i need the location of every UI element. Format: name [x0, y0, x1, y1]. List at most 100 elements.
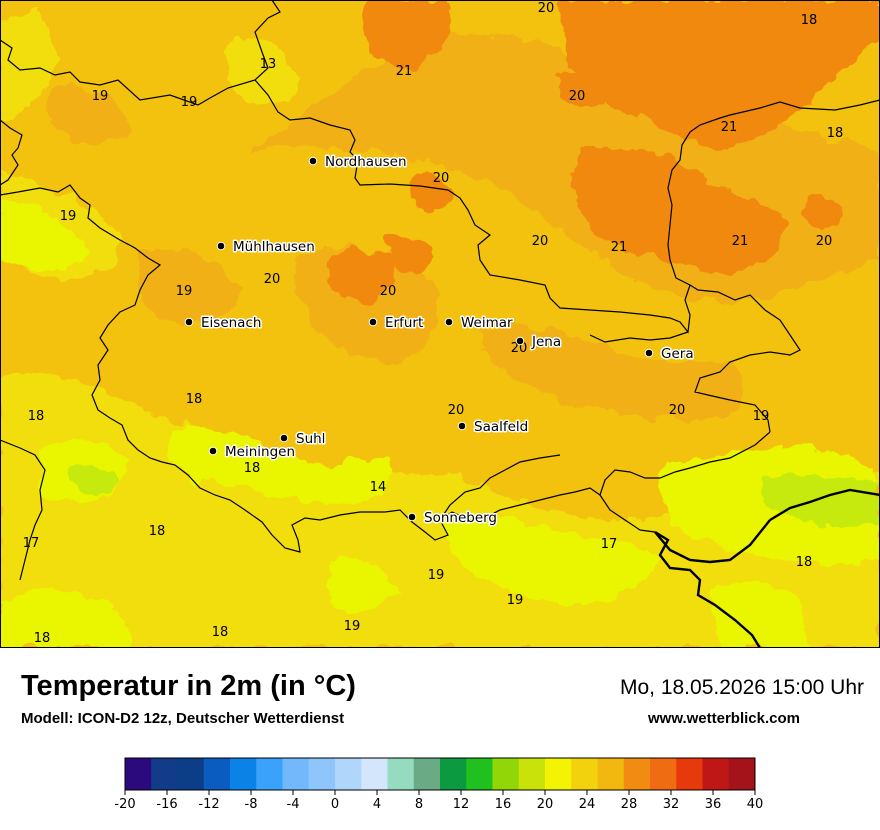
scale-tick-label: 40: [747, 797, 764, 812]
color-scale: -20 -16 -12 -8 -4 0 4 8 12 16 20 24 28 32 36 40: [114, 757, 763, 812]
temperature-value: 20: [264, 272, 281, 287]
city-dot: [515, 336, 525, 346]
temperature-value: 18: [212, 625, 229, 640]
color-swatch: [650, 758, 677, 790]
country-border-south: [654, 519, 771, 564]
city-label[interactable]: Gera: [660, 345, 696, 364]
city-dot: [457, 421, 467, 431]
color-swatch: [545, 758, 572, 790]
temperature-value: 20: [511, 341, 528, 356]
city-dot: [308, 156, 318, 166]
color-swatch: [256, 758, 283, 790]
city-label[interactable]: Saalfeld: [473, 418, 530, 437]
city-label[interactable]: Suhl: [295, 430, 327, 449]
scale-tick-label: -12: [198, 797, 219, 812]
city-dot: [444, 317, 454, 327]
color-swatch: [230, 758, 257, 790]
temperature-value: 18: [801, 13, 818, 28]
city-label[interactable]: Eisenach: [200, 314, 263, 333]
model-source: Modell: ICON-D2 12z, Deutscher Wetterdie…: [21, 710, 345, 727]
color-swatch: [387, 758, 415, 790]
scale-tick-label: 4: [373, 797, 381, 812]
temperature-value: 19: [181, 95, 198, 110]
temperature-value: 17: [601, 537, 618, 552]
scale-tick-label: 36: [705, 797, 722, 812]
temperature-value: 18: [34, 631, 51, 646]
city-label[interactable]: Mühlhausen: [232, 238, 317, 257]
borders: [0, 0, 880, 581]
color-swatch: [702, 758, 730, 790]
scale-tick-label: 0: [331, 797, 339, 812]
color-swatch: [413, 758, 441, 790]
temperature-value: 21: [396, 64, 413, 79]
website-link[interactable]: www.wetterblick.com: [648, 710, 800, 727]
scale-tick-label: 12: [453, 797, 470, 812]
color-swatch: [597, 758, 625, 790]
temperature-value: 18: [796, 555, 813, 570]
forecast-datetime: Mo, 18.05.2026 15:00 Uhr: [619, 676, 864, 699]
temperature-value: 20: [538, 1, 555, 16]
scale-tick-label: 20: [537, 797, 554, 812]
scale-tick-label: -4: [287, 797, 300, 812]
city-label[interactable]: Meiningen: [224, 443, 297, 462]
city-markers: Nordhausen Mühlhausen Eisenach Erfurt Weimar…: [184, 153, 696, 528]
color-swatch: [282, 758, 310, 790]
color-scale-frame: [124, 757, 756, 791]
city-dot: [368, 317, 378, 327]
temperature-value: 20: [569, 89, 586, 104]
temperature-value: 17: [23, 536, 40, 551]
temperature-value: 21: [611, 240, 628, 255]
city-label[interactable]: Sonneberg: [423, 509, 499, 528]
legend-footer: Temperatur in 2m (in °C) Modell: ICON-D2…: [0, 648, 880, 830]
city-label[interactable]: Weimar: [460, 314, 515, 333]
color-scale-ticks: -20 -16 -12 -8 -4 0 4 8 12 16 20 24 28 32 36 40: [114, 790, 763, 812]
scale-tick-label: -16: [156, 797, 177, 812]
country-border: [654, 530, 762, 648]
color-swatch: [361, 758, 388, 790]
scale-tick-label: -8: [245, 797, 258, 812]
color-swatch: [440, 758, 467, 790]
temperature-value: 21: [732, 234, 749, 249]
temperature-value: 13: [260, 57, 277, 72]
color-swatch: [676, 758, 703, 790]
scale-tick-label: 24: [579, 797, 596, 812]
map-title: Temperatur in 2m (in °C): [21, 670, 356, 702]
scale-tick-label: 16: [495, 797, 512, 812]
color-swatch: [177, 758, 205, 790]
temperature-value: 20: [669, 403, 686, 418]
scale-tick-label: 8: [415, 797, 423, 812]
temperature-value: 20: [532, 234, 549, 249]
temperature-map[interactable]: 20 18 13 21 19 19 20 21 18 20 19 20 21 21 20 20 19 20 20 18…: [0, 0, 880, 648]
temperature-value: 19: [507, 593, 524, 608]
temperature-value: 18: [149, 524, 166, 539]
temperature-value: 19: [344, 619, 361, 634]
city-label[interactable]: Nordhausen: [324, 153, 409, 172]
color-swatch: [466, 758, 493, 790]
temperature-labels: 20 18 13 21 19 19 20 21 18 20 19 20 21 21 20 20 19 20 20 18…: [23, 1, 844, 646]
temperature-value: 21: [721, 120, 738, 135]
scale-tick-label: -20: [114, 797, 135, 812]
color-swatch: [518, 758, 546, 790]
color-swatch: [571, 758, 598, 790]
temperature-value: 19: [60, 209, 77, 224]
temperature-value: 19: [753, 409, 770, 424]
color-swatch: [728, 758, 756, 790]
color-swatch: [335, 758, 362, 790]
temperature-value: 20: [433, 171, 450, 186]
city-label[interactable]: Jena: [530, 333, 563, 352]
temperature-value: 20: [448, 403, 465, 418]
color-scale-swatches: [124, 757, 756, 791]
temperature-value: 19: [428, 568, 445, 583]
color-swatch: [492, 758, 520, 790]
color-swatch: [125, 758, 152, 790]
color-swatch: [203, 758, 231, 790]
city-dot: [279, 433, 289, 443]
color-swatch: [151, 758, 178, 790]
temperature-value: 14: [370, 480, 387, 495]
country-border-east: [769, 488, 880, 522]
city-label[interactable]: Erfurt: [384, 314, 425, 333]
scale-tick-label: 32: [663, 797, 680, 812]
temperature-value: 18: [827, 126, 844, 141]
city-dot: [644, 348, 654, 358]
city-dot: [407, 512, 417, 522]
